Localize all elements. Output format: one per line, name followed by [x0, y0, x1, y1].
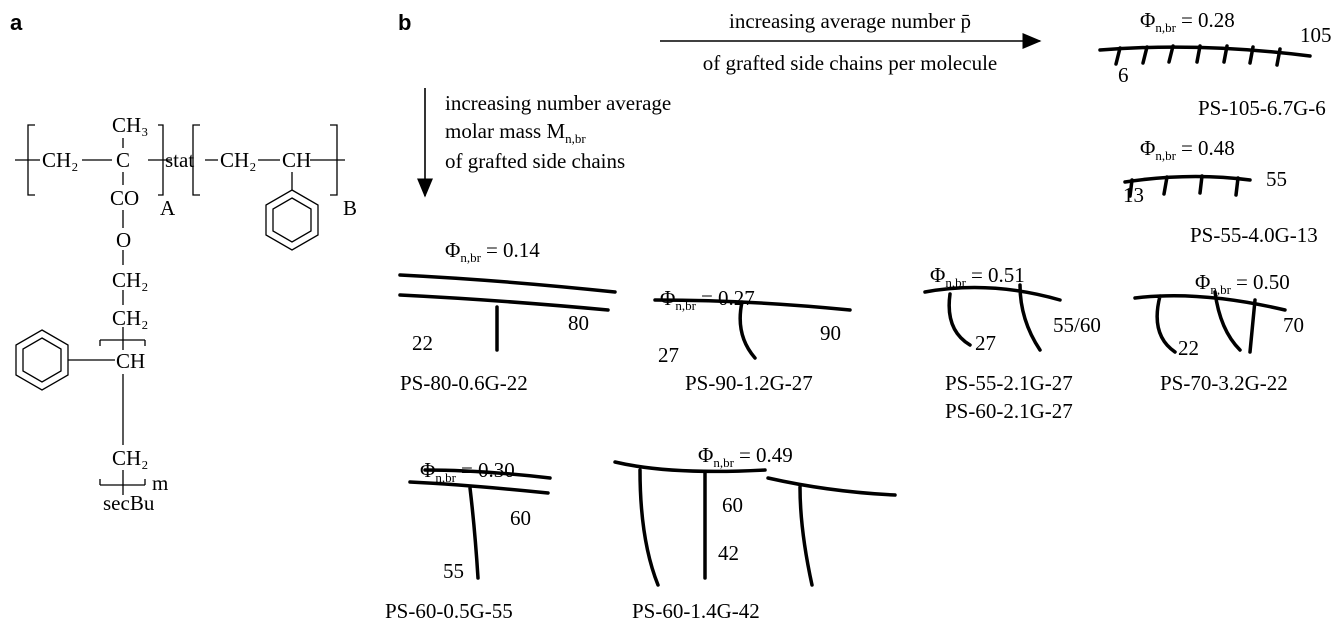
sample-name: PS-90-1.2G-27 — [685, 371, 813, 395]
sample-name: PS-60-0.5G-55 — [385, 599, 513, 623]
subscript: B — [343, 196, 357, 220]
chain-length-label: 55 — [443, 559, 464, 583]
phi-label: Φn,br = 0.49 — [698, 443, 793, 470]
sample-name: PS-55-2.1G-27 — [945, 371, 1073, 395]
sample-name: PS-80-0.6G-22 — [400, 371, 528, 395]
atom-label: CH — [282, 148, 311, 172]
chain-length-label: 22 — [1178, 336, 1199, 360]
atom-label: CH₂ — [112, 268, 149, 292]
chain-length-label: 13 — [1123, 183, 1144, 207]
atom-label: CH₂ — [42, 148, 79, 172]
phi-label: Φn,br = 0.28 — [1140, 8, 1235, 35]
chain-length-label: 27 — [975, 331, 996, 355]
phi-label: Φn,br = 0.51 — [930, 263, 1025, 290]
arrow-caption: increasing number average — [445, 91, 671, 115]
chain-length-label: 70 — [1283, 313, 1304, 337]
atom-label: CH₂ — [220, 148, 257, 172]
phi-label: Φn,br = 0.14 — [445, 238, 540, 265]
chain-length-label: 27 — [658, 343, 679, 367]
phi-label: Φn,br = 0.50 — [1195, 270, 1290, 297]
sample-name: PS-55-4.0G-13 — [1190, 223, 1318, 247]
arrow-caption: of grafted side chains — [445, 149, 625, 173]
atom-label: CH — [116, 349, 145, 373]
sample-name: PS-60-1.4G-42 — [632, 599, 760, 623]
atom-label: CH₂ — [112, 306, 149, 330]
panel-label: b — [398, 10, 411, 35]
arrow-caption: of grafted side chains per molecule — [703, 51, 997, 75]
arrow-caption: molar mass Mn,br — [445, 119, 586, 146]
structure-lines — [15, 124, 345, 495]
chain-length-label: 6 — [1118, 63, 1129, 87]
atom-label: stat — [165, 148, 194, 172]
chain-length-label: 55 — [1266, 167, 1287, 191]
chain-length-label: 105 — [1300, 23, 1332, 47]
phi-label: Φn,br = 0.30 — [420, 458, 515, 485]
chain-length-label: 80 — [568, 311, 589, 335]
atom-label: C — [116, 148, 130, 172]
chain-length-label: 90 — [820, 321, 841, 345]
atom-label: CH₂ — [112, 446, 149, 470]
chain-sketches — [398, 44, 1312, 587]
chain-length-label: 42 — [718, 541, 739, 565]
atom-label: CH₃ — [112, 113, 149, 137]
panel-label: a — [10, 10, 23, 35]
phi-label: Φn,br = 0.27 — [660, 286, 755, 313]
chain-length-label: 22 — [412, 331, 433, 355]
arrow-caption: increasing average number p̄ — [729, 9, 971, 33]
atom-label: CO — [110, 186, 139, 210]
chain-length-label: 60 — [722, 493, 743, 517]
sample-name: PS-60-2.1G-27 — [945, 399, 1073, 423]
subscript: A — [160, 196, 176, 220]
subscript: m — [152, 471, 168, 495]
chain-length-label: 55/60 — [1053, 313, 1101, 337]
atom-label: O — [116, 228, 131, 252]
sample-name: PS-70-3.2G-22 — [1160, 371, 1288, 395]
sample-name: PS-105-6.7G-6 — [1198, 96, 1326, 120]
chain-length-label: 60 — [510, 506, 531, 530]
phi-label: Φn,br = 0.48 — [1140, 136, 1235, 163]
atom-label: secBu — [103, 491, 155, 515]
